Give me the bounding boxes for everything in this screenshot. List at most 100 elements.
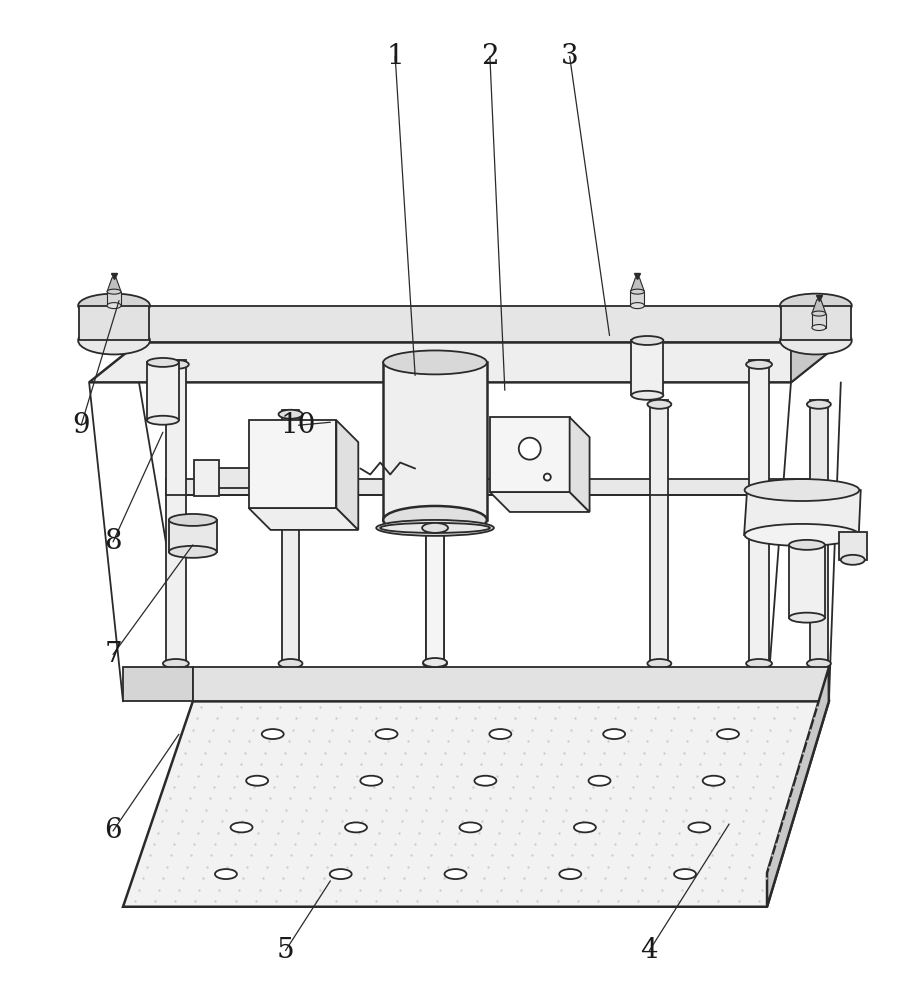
- Ellipse shape: [519, 438, 540, 460]
- Ellipse shape: [424, 450, 447, 459]
- Ellipse shape: [78, 327, 150, 354]
- Polygon shape: [337, 420, 358, 530]
- Ellipse shape: [559, 869, 581, 879]
- Ellipse shape: [169, 546, 216, 558]
- Ellipse shape: [780, 294, 852, 318]
- Polygon shape: [107, 292, 121, 306]
- Ellipse shape: [376, 729, 397, 739]
- Ellipse shape: [490, 729, 511, 739]
- Ellipse shape: [746, 360, 772, 369]
- Ellipse shape: [163, 659, 189, 668]
- Ellipse shape: [424, 658, 447, 667]
- Ellipse shape: [544, 474, 551, 481]
- Text: 2: 2: [481, 43, 499, 70]
- Polygon shape: [789, 545, 824, 618]
- Ellipse shape: [279, 410, 302, 419]
- Polygon shape: [490, 417, 569, 492]
- Ellipse shape: [841, 555, 865, 565]
- Ellipse shape: [474, 776, 496, 786]
- Polygon shape: [749, 360, 769, 667]
- Text: 3: 3: [561, 43, 578, 70]
- Text: 6: 6: [104, 817, 122, 844]
- Polygon shape: [123, 667, 193, 701]
- Polygon shape: [791, 306, 841, 382]
- Polygon shape: [839, 532, 867, 560]
- Polygon shape: [169, 520, 216, 552]
- Polygon shape: [767, 667, 829, 907]
- Polygon shape: [569, 417, 589, 512]
- Polygon shape: [107, 278, 121, 292]
- Ellipse shape: [631, 303, 644, 309]
- Polygon shape: [249, 508, 358, 530]
- Polygon shape: [810, 400, 828, 667]
- Ellipse shape: [262, 729, 283, 739]
- Ellipse shape: [780, 327, 852, 354]
- Ellipse shape: [329, 869, 352, 879]
- Ellipse shape: [604, 729, 625, 739]
- Ellipse shape: [231, 822, 252, 832]
- Text: 1: 1: [386, 43, 404, 70]
- Polygon shape: [193, 667, 829, 701]
- Ellipse shape: [376, 520, 494, 536]
- Text: 7: 7: [104, 641, 122, 668]
- Ellipse shape: [689, 822, 710, 832]
- Polygon shape: [812, 314, 826, 328]
- Ellipse shape: [345, 822, 367, 832]
- Ellipse shape: [745, 524, 859, 546]
- Ellipse shape: [812, 311, 826, 316]
- Polygon shape: [781, 306, 851, 340]
- Text: 4: 4: [641, 937, 658, 964]
- Ellipse shape: [632, 391, 663, 400]
- Polygon shape: [631, 292, 644, 306]
- Polygon shape: [426, 528, 444, 667]
- Polygon shape: [194, 460, 219, 496]
- Polygon shape: [89, 306, 139, 342]
- Polygon shape: [123, 701, 829, 907]
- Ellipse shape: [169, 514, 216, 526]
- Polygon shape: [139, 306, 841, 342]
- Polygon shape: [631, 278, 644, 292]
- Polygon shape: [632, 340, 663, 395]
- Ellipse shape: [789, 613, 824, 623]
- Ellipse shape: [588, 776, 611, 786]
- Ellipse shape: [702, 776, 725, 786]
- Polygon shape: [651, 400, 668, 667]
- Polygon shape: [89, 342, 841, 382]
- Ellipse shape: [107, 303, 121, 309]
- Ellipse shape: [215, 869, 237, 879]
- Ellipse shape: [674, 869, 696, 879]
- Ellipse shape: [631, 289, 644, 294]
- Polygon shape: [147, 362, 179, 420]
- Ellipse shape: [424, 659, 447, 668]
- Ellipse shape: [574, 822, 595, 832]
- Ellipse shape: [107, 289, 121, 294]
- Ellipse shape: [717, 729, 738, 739]
- Polygon shape: [79, 306, 149, 340]
- Ellipse shape: [383, 506, 487, 534]
- Ellipse shape: [279, 659, 302, 668]
- Polygon shape: [166, 479, 819, 495]
- Text: 10: 10: [281, 412, 316, 439]
- Polygon shape: [812, 300, 826, 314]
- Polygon shape: [426, 450, 444, 667]
- Ellipse shape: [632, 336, 663, 345]
- Ellipse shape: [647, 400, 672, 409]
- Ellipse shape: [746, 659, 772, 668]
- Ellipse shape: [807, 659, 831, 668]
- Ellipse shape: [147, 416, 179, 425]
- Ellipse shape: [147, 358, 179, 367]
- Ellipse shape: [807, 400, 831, 409]
- Ellipse shape: [789, 540, 824, 550]
- Polygon shape: [281, 410, 300, 667]
- Ellipse shape: [745, 479, 859, 501]
- Ellipse shape: [383, 350, 487, 374]
- Text: 9: 9: [72, 412, 90, 439]
- Polygon shape: [744, 490, 861, 535]
- Ellipse shape: [78, 294, 150, 318]
- Ellipse shape: [460, 822, 481, 832]
- Polygon shape: [383, 362, 487, 520]
- Ellipse shape: [246, 776, 268, 786]
- Ellipse shape: [380, 523, 490, 533]
- Ellipse shape: [444, 869, 466, 879]
- Polygon shape: [490, 492, 589, 512]
